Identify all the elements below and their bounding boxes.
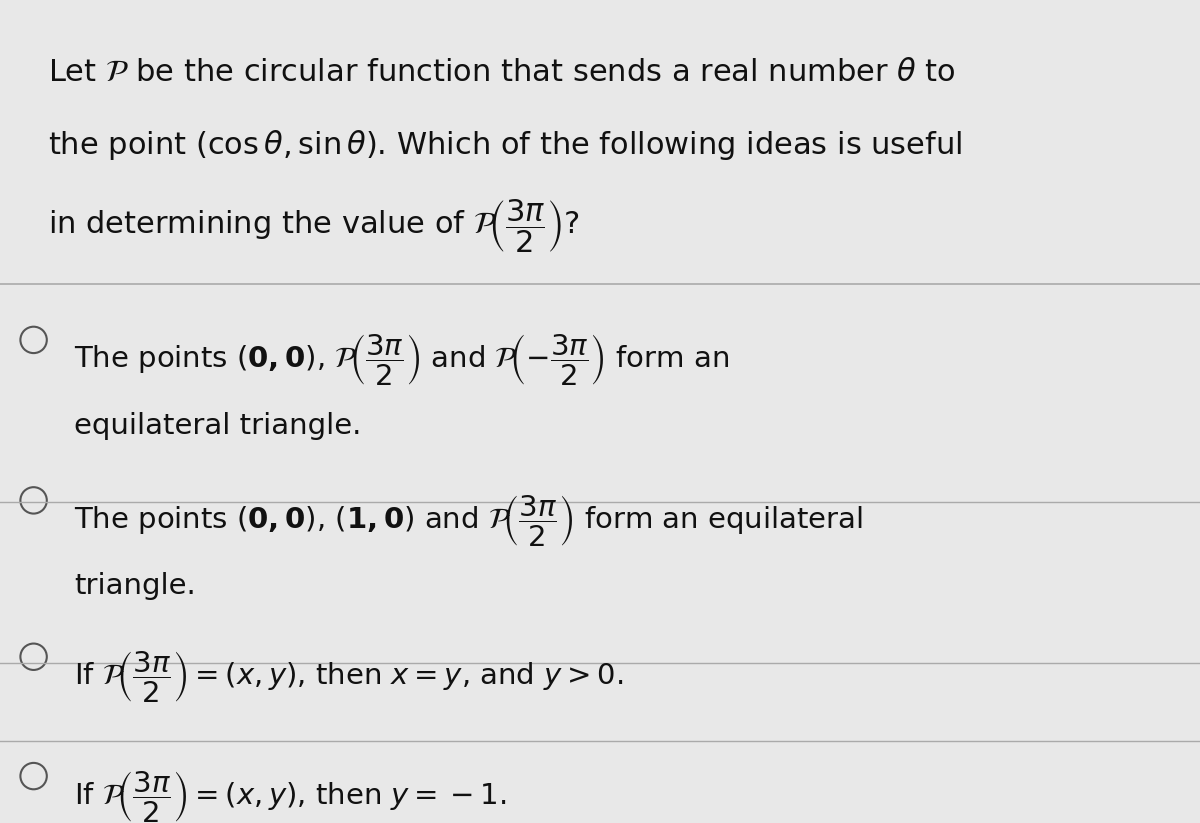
Text: If $\mathcal{P}\!\left(\dfrac{3\pi}{2}\right) = (x, y)$, then $x = y$, and $y > : If $\mathcal{P}\!\left(\dfrac{3\pi}{2}\r… (74, 650, 624, 705)
Text: If $\mathcal{P}\!\left(\dfrac{3\pi}{2}\right) = (x, y)$, then $y = -1$.: If $\mathcal{P}\!\left(\dfrac{3\pi}{2}\r… (74, 770, 506, 823)
Text: The points $(\mathbf{0, 0})$, $(\mathbf{1, 0})$ and $\mathcal{P}\!\left(\dfrac{3: The points $(\mathbf{0, 0})$, $(\mathbf{… (74, 494, 863, 549)
Text: the point $(\cos\theta, \sin\theta)$. Which of the following ideas is useful: the point $(\cos\theta, \sin\theta)$. Wh… (48, 128, 962, 161)
Text: equilateral triangle.: equilateral triangle. (74, 412, 361, 439)
Text: triangle.: triangle. (74, 572, 196, 600)
Text: in determining the value of $\mathcal{P}\!\left(\dfrac{3\pi}{2}\right)$?: in determining the value of $\mathcal{P}… (48, 198, 580, 255)
Text: Let $\mathcal{P}$ be the circular function that sends a real number $\theta$ to: Let $\mathcal{P}$ be the circular functi… (48, 58, 955, 86)
Text: The points $(\mathbf{0, 0})$, $\mathcal{P}\!\left(\dfrac{3\pi}{2}\right)$ and $\: The points $(\mathbf{0, 0})$, $\mathcal{… (74, 333, 730, 388)
